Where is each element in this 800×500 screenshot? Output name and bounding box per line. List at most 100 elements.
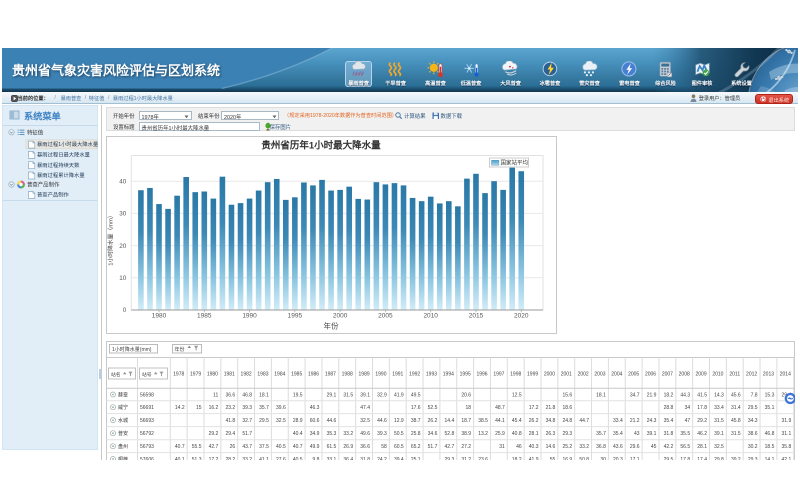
svg-text:1998: 1998 xyxy=(510,372,521,378)
svg-text:2003: 2003 xyxy=(594,372,605,378)
svg-text:20: 20 xyxy=(119,243,127,250)
svg-text:1995: 1995 xyxy=(288,313,303,320)
svg-text:56792: 56792 xyxy=(140,431,154,437)
svg-text:23.6: 23.6 xyxy=(478,457,488,460)
svg-text:17.8: 17.8 xyxy=(680,457,690,460)
svg-text:30: 30 xyxy=(119,211,127,218)
svg-text:2002: 2002 xyxy=(578,372,589,378)
svg-text:18: 18 xyxy=(466,405,472,411)
svg-text:34: 34 xyxy=(685,405,691,411)
svg-text:2011: 2011 xyxy=(729,372,740,378)
svg-text:36.4: 36.4 xyxy=(343,457,353,460)
svg-text:2000: 2000 xyxy=(544,372,555,378)
svg-text:特征值: 特征值 xyxy=(27,128,44,136)
svg-text:1999: 1999 xyxy=(527,372,538,378)
svg-text:32.9: 32.9 xyxy=(377,392,387,398)
svg-text:0: 0 xyxy=(123,307,127,314)
svg-text:33.4: 33.4 xyxy=(714,405,724,411)
svg-text:29.5: 29.5 xyxy=(259,418,269,424)
svg-text:2014: 2014 xyxy=(780,372,791,378)
svg-text:1988: 1988 xyxy=(342,372,353,378)
svg-text:31.1: 31.1 xyxy=(782,431,792,437)
svg-text:2006: 2006 xyxy=(645,372,656,378)
svg-text:1986: 1986 xyxy=(308,372,319,378)
svg-text:35.3: 35.3 xyxy=(327,431,337,437)
svg-text:47: 47 xyxy=(685,418,691,424)
svg-text:48.7: 48.7 xyxy=(495,405,505,411)
svg-text:年份: 年份 xyxy=(324,321,339,331)
svg-text:38.5: 38.5 xyxy=(478,418,488,424)
svg-text:16.9: 16.9 xyxy=(562,457,572,460)
svg-text:暴雨过程持续天数: 暴雨过程持续天数 xyxy=(37,160,80,168)
svg-text:39.6: 39.6 xyxy=(276,405,286,411)
svg-text:盘州: 盘州 xyxy=(118,443,128,450)
svg-text:31.8: 31.8 xyxy=(664,431,674,437)
svg-text:24.3: 24.3 xyxy=(647,418,657,424)
svg-text:42.7: 42.7 xyxy=(209,444,219,450)
svg-text:25.2: 25.2 xyxy=(562,444,572,450)
svg-text:35.7: 35.7 xyxy=(259,405,269,411)
svg-text:50.8: 50.8 xyxy=(579,457,589,460)
svg-text:1985: 1985 xyxy=(291,372,302,378)
svg-text:40: 40 xyxy=(119,178,127,185)
svg-text:43: 43 xyxy=(634,431,640,437)
svg-text:36.6: 36.6 xyxy=(360,444,370,450)
svg-text:36.6: 36.6 xyxy=(225,392,235,398)
svg-text:1990: 1990 xyxy=(375,372,386,378)
svg-text:31.5: 31.5 xyxy=(714,418,724,424)
svg-text:11: 11 xyxy=(213,392,218,398)
svg-text:2001: 2001 xyxy=(561,372,572,378)
svg-text:35.4: 35.4 xyxy=(613,431,623,437)
svg-text:17.2: 17.2 xyxy=(209,457,219,460)
svg-text:52.8: 52.8 xyxy=(445,431,455,437)
svg-text:31: 31 xyxy=(499,444,505,450)
svg-text:42.2: 42.2 xyxy=(664,444,674,450)
svg-text:站号: 站号 xyxy=(142,371,152,378)
svg-text:桐梓: 桐梓 xyxy=(118,456,128,460)
svg-text:18.7: 18.7 xyxy=(461,418,471,424)
svg-text:28.9: 28.9 xyxy=(293,418,303,424)
svg-text:28.8: 28.8 xyxy=(664,405,674,411)
svg-text:44.6: 44.6 xyxy=(327,418,337,424)
svg-text:1981: 1981 xyxy=(224,372,235,378)
svg-text:29.5: 29.5 xyxy=(664,457,674,460)
svg-text:25.9: 25.9 xyxy=(495,431,505,437)
svg-text:27.2: 27.2 xyxy=(461,444,471,450)
svg-text:15.3: 15.3 xyxy=(765,392,775,398)
svg-text:19.5: 19.5 xyxy=(293,392,303,398)
svg-text:15.6: 15.6 xyxy=(562,392,572,398)
svg-text:51.7: 51.7 xyxy=(242,431,252,437)
svg-text:29.2: 29.2 xyxy=(697,418,707,424)
svg-text:32.5: 32.5 xyxy=(360,418,370,424)
svg-text:1980: 1980 xyxy=(152,313,167,320)
svg-text:40.5: 40.5 xyxy=(293,457,303,460)
svg-text:44.1: 44.1 xyxy=(495,418,505,424)
svg-text:17.6: 17.6 xyxy=(411,405,421,411)
svg-text:58: 58 xyxy=(381,444,387,450)
svg-text:2010: 2010 xyxy=(423,313,438,320)
svg-text:21.8: 21.8 xyxy=(546,405,556,411)
svg-text:38.9: 38.9 xyxy=(461,431,471,437)
svg-text:26.2: 26.2 xyxy=(428,418,438,424)
svg-text:29.3: 29.3 xyxy=(445,457,455,460)
svg-text:45.4: 45.4 xyxy=(512,418,522,424)
svg-text:14.2: 14.2 xyxy=(175,405,185,411)
svg-text:52.5: 52.5 xyxy=(428,405,438,411)
svg-text:44.6: 44.6 xyxy=(377,418,387,424)
svg-text:32.5: 32.5 xyxy=(714,444,724,450)
svg-text:29.3: 29.3 xyxy=(748,457,758,460)
svg-text:20.3: 20.3 xyxy=(613,457,623,460)
svg-text:35.1: 35.1 xyxy=(765,405,775,411)
svg-text:10: 10 xyxy=(119,275,127,282)
svg-text:24.8: 24.8 xyxy=(562,418,572,424)
svg-text:9.8: 9.8 xyxy=(312,457,319,460)
svg-text:56598: 56598 xyxy=(140,392,154,398)
svg-text:35.7: 35.7 xyxy=(596,431,606,437)
svg-text:18.1: 18.1 xyxy=(259,392,269,398)
svg-text:2013: 2013 xyxy=(763,372,774,378)
svg-text:1987: 1987 xyxy=(325,372,336,378)
svg-text:44.3: 44.3 xyxy=(680,392,690,398)
svg-text:1991: 1991 xyxy=(392,372,403,378)
svg-text:44.7: 44.7 xyxy=(579,418,589,424)
svg-text:39.3: 39.3 xyxy=(242,405,252,411)
